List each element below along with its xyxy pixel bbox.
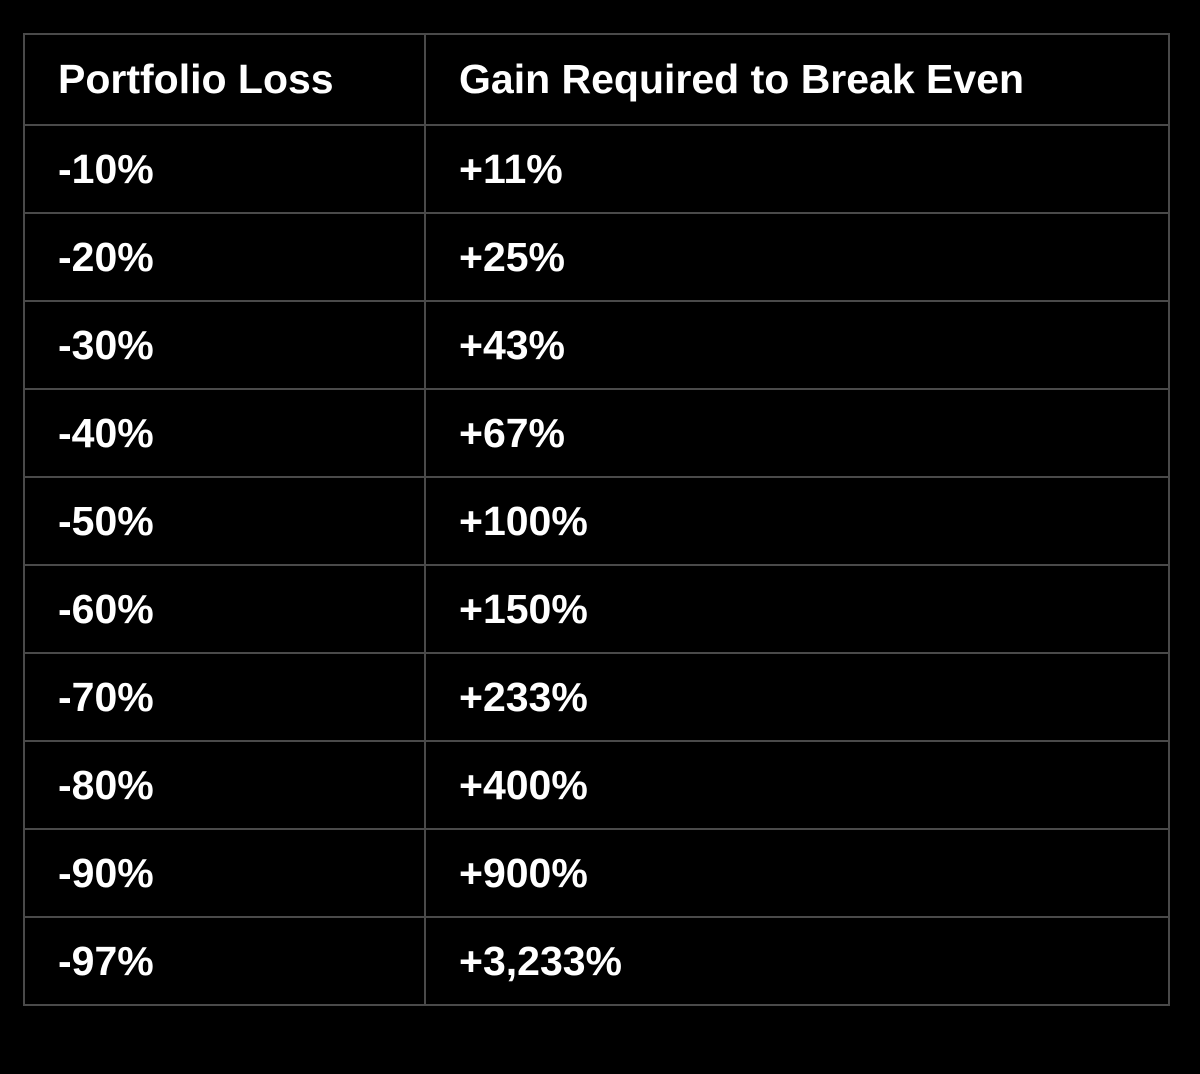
table-row: -90% +900% [23,828,1170,918]
table-row: -10% +11% [23,124,1170,214]
breakeven-table: Portfolio Loss Gain Required to Break Ev… [23,33,1170,1006]
table-cell: +67% [424,388,1170,478]
table-cell: -20% [23,212,426,302]
table-cell: +900% [424,828,1170,918]
table-cell: +11% [424,124,1170,214]
table-cell: +43% [424,300,1170,390]
header-row: Portfolio Loss Gain Required to Break Ev… [23,33,1170,126]
table-row: -70% +233% [23,652,1170,742]
table-cell: +400% [424,740,1170,830]
table-cell: -70% [23,652,426,742]
header-cell: Portfolio Loss [23,33,426,126]
table-cell: -50% [23,476,426,566]
table-row: -60% +150% [23,564,1170,654]
table-cell: -30% [23,300,426,390]
table-cell: +25% [424,212,1170,302]
table-cell: -80% [23,740,426,830]
table-row: -50% +100% [23,476,1170,566]
table-cell: -90% [23,828,426,918]
table-cell: +233% [424,652,1170,742]
table-body: -10% +11% -20% +25% -30% +43% -40% +67% -50% +100… [23,124,1170,1006]
table-header: Portfolio Loss Gain Required to Break Ev… [23,33,1170,126]
table-cell: -97% [23,916,426,1006]
table-row: -80% +400% [23,740,1170,830]
table-row: -20% +25% [23,212,1170,302]
table-cell: -10% [23,124,426,214]
table-row: -40% +67% [23,388,1170,478]
table-row: -30% +43% [23,300,1170,390]
table-cell: +3,233% [424,916,1170,1006]
table-cell: -60% [23,564,426,654]
table-cell: -40% [23,388,426,478]
table-cell: +100% [424,476,1170,566]
table-row: -97% +3,233% [23,916,1170,1006]
table-cell: +150% [424,564,1170,654]
header-cell: Gain Required to Break Even [424,33,1170,126]
